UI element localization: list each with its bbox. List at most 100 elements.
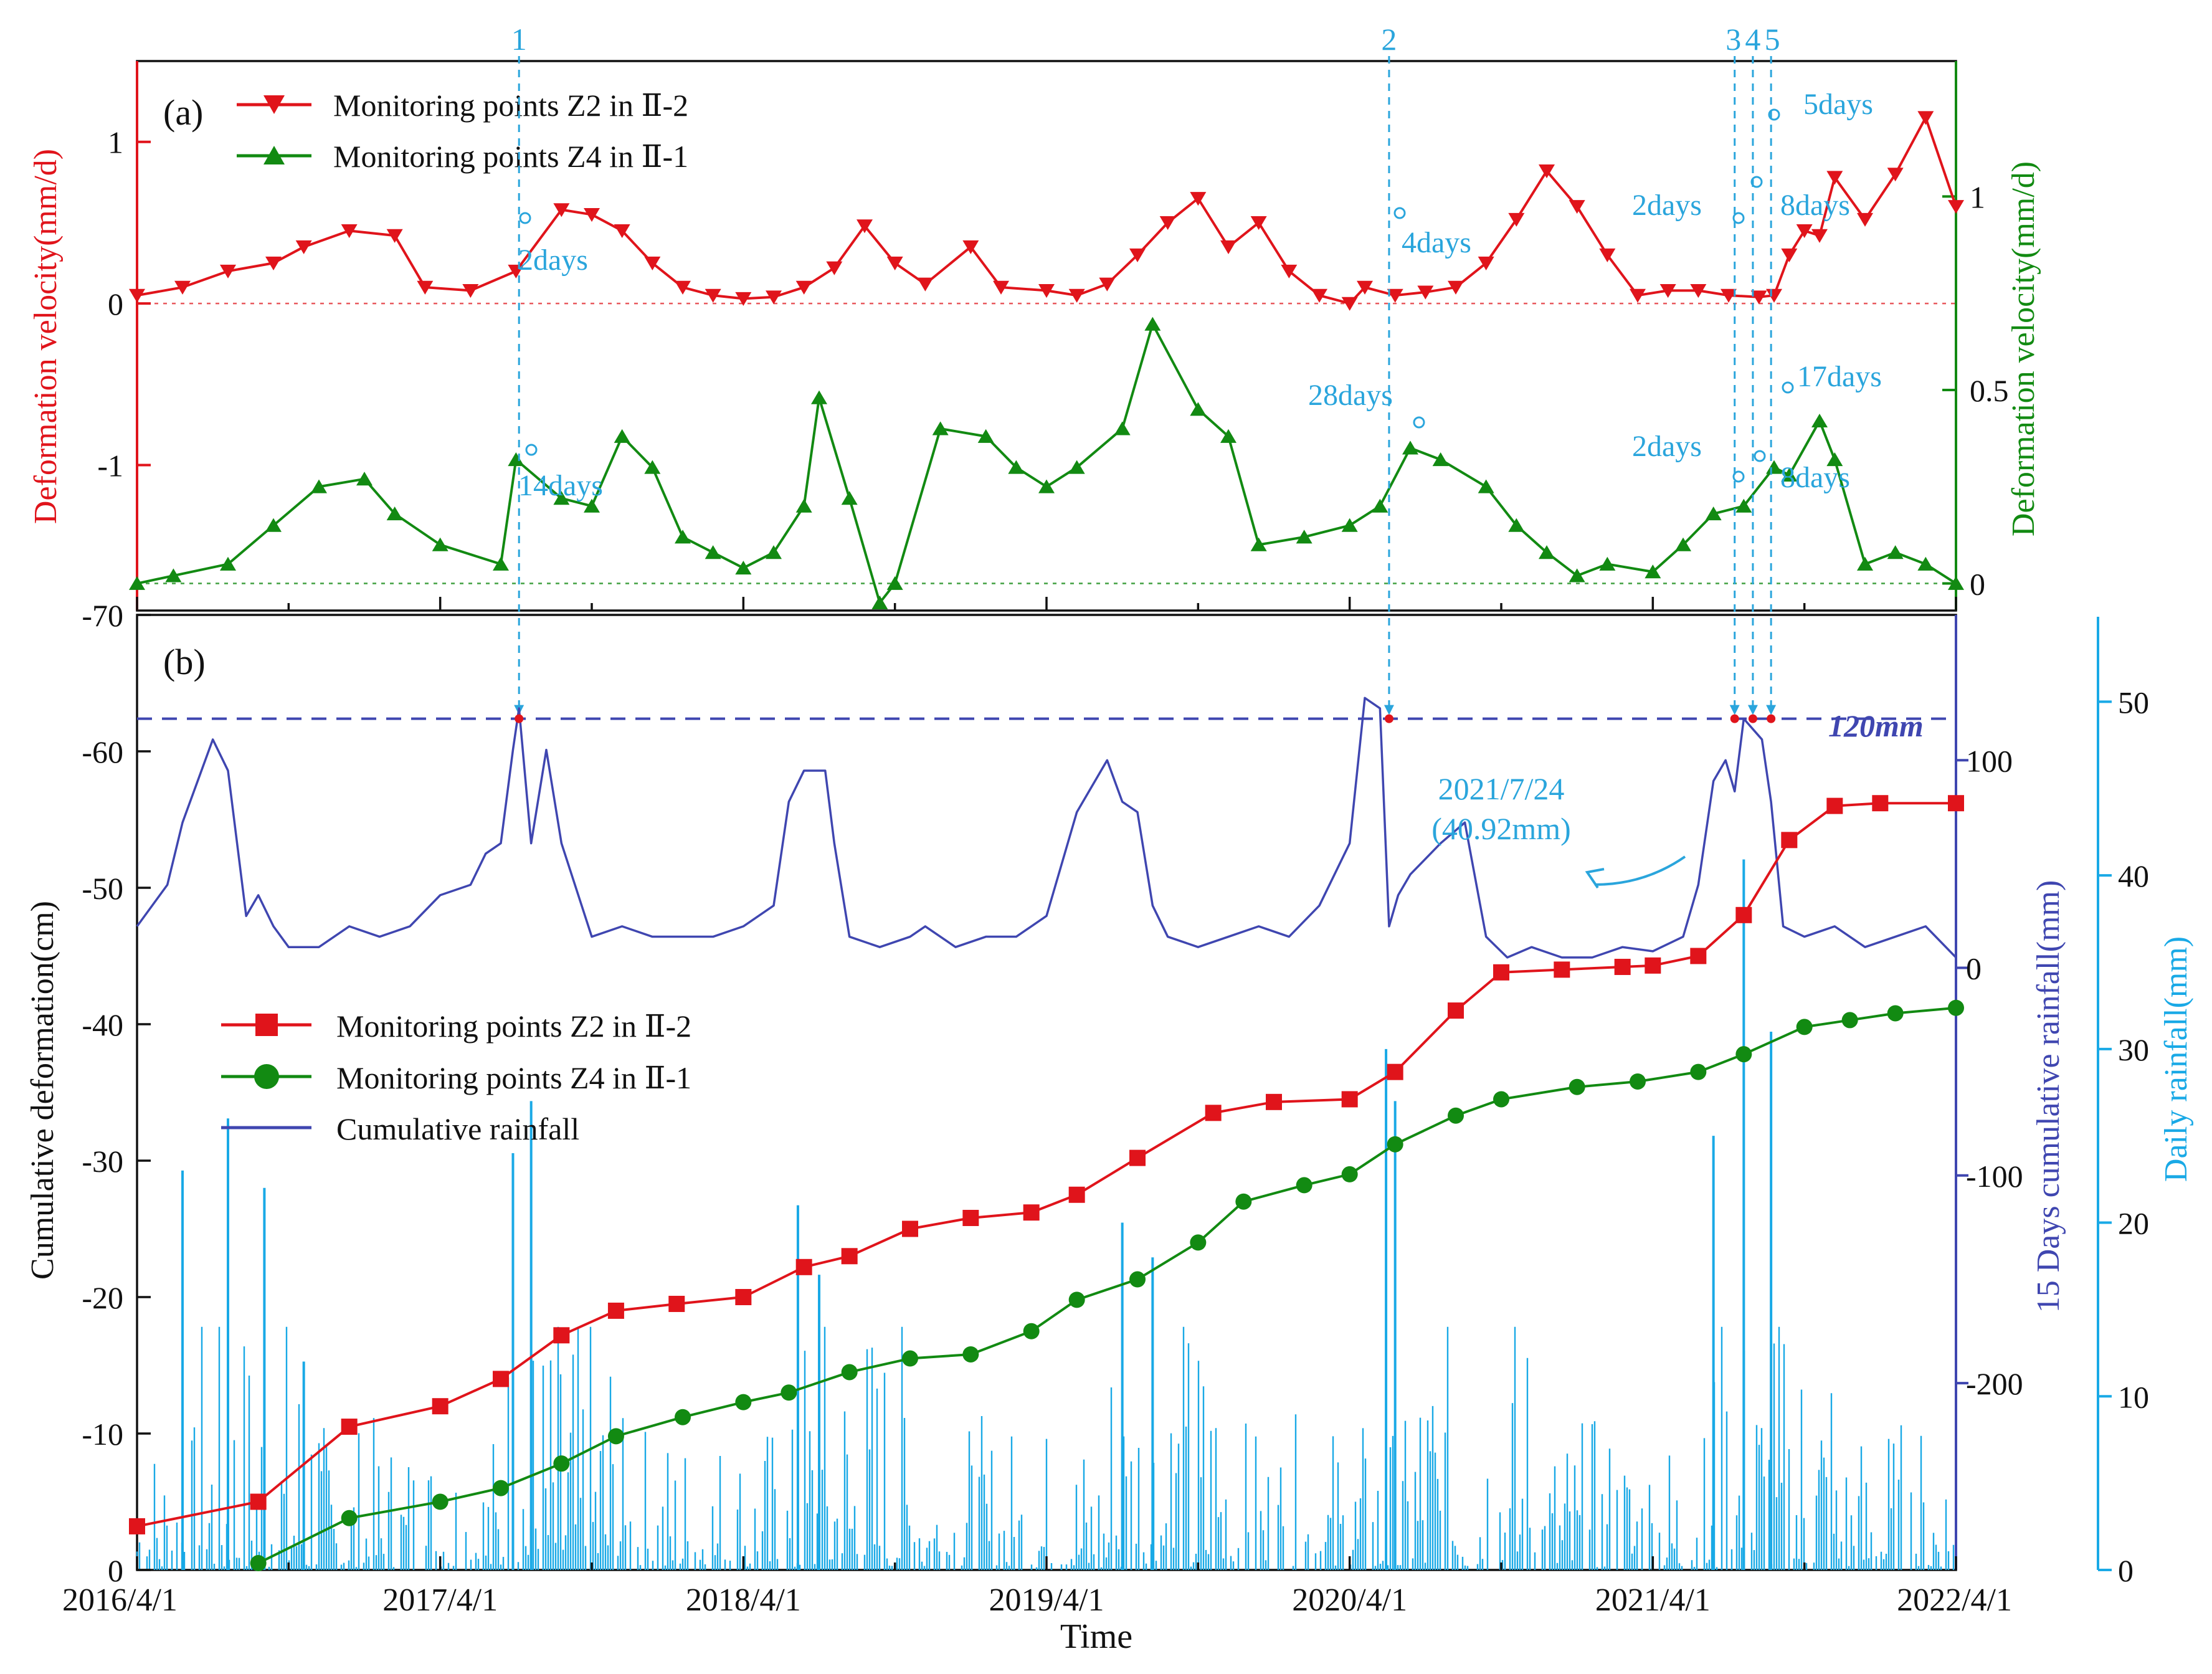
z2-velocity-point <box>735 292 752 307</box>
z2-velocity-point <box>1630 288 1646 303</box>
z2-velocity-point <box>1781 248 1798 262</box>
z2-velocity-point <box>795 280 812 295</box>
z2-deformation-point <box>1948 795 1964 812</box>
z2-velocity-point <box>614 224 630 239</box>
z4-velocity-point <box>871 595 888 609</box>
z2-deformation-point <box>735 1289 752 1305</box>
legend-a-z4-marker <box>263 146 285 164</box>
z4-velocity-point <box>977 429 994 443</box>
z2-deformation-point <box>250 1493 267 1510</box>
z4-velocity-point <box>1917 556 1934 571</box>
legend-b-rain: Cumulative rainfall <box>221 1111 579 1146</box>
z4-deformation-point <box>1690 1063 1707 1080</box>
z2-velocity-point <box>1508 212 1525 227</box>
a-left-tick-label: 1 <box>108 125 123 160</box>
z2-velocity-point <box>857 219 873 234</box>
z2-velocity-point <box>1159 216 1176 231</box>
z2-deformation-point <box>1266 1093 1282 1110</box>
z2-deformation-point <box>902 1220 918 1237</box>
z2-velocity-point <box>1826 171 1843 185</box>
z4-velocity-point <box>735 560 752 575</box>
z2-deformation-point <box>841 1248 858 1265</box>
z2-velocity-point <box>220 264 236 278</box>
z2-velocity-point <box>1357 280 1373 295</box>
z4-deformation-point <box>1796 1019 1813 1035</box>
panel-b-legend: Monitoring points Z2 in Ⅱ-2 Monitoring p… <box>221 1009 691 1146</box>
lag-label-4-z2: 8days <box>1780 189 1850 222</box>
cumulative-rainfall-series <box>136 697 1957 959</box>
z2-deformation-point <box>493 1371 509 1387</box>
z2-velocity-point <box>508 264 525 278</box>
panel-b-daily-axis-title: Daily rainfall(mm) <box>2158 936 2194 1182</box>
z2-velocity-point <box>1887 168 1904 182</box>
legend-b-z2-marker <box>255 1014 278 1036</box>
z4-velocity-point <box>1569 568 1585 583</box>
z2-velocity-point <box>1448 280 1464 295</box>
z4-velocity-point <box>1068 460 1085 474</box>
z2-velocity-point <box>462 283 479 298</box>
z4-velocity-point <box>1372 498 1388 513</box>
z4-velocity-point <box>1887 545 1904 559</box>
lag-marker-4-z4 <box>1754 450 1766 462</box>
panel-a-legend: Monitoring points Z2 in Ⅱ-2 Monitoring p… <box>237 88 688 174</box>
b-daily-tick-label: 50 <box>2118 685 2149 720</box>
legend-a-z4-label: Monitoring points Z4 in Ⅱ-1 <box>333 139 688 174</box>
z2-velocity-point <box>1311 288 1327 303</box>
z4-velocity-point <box>932 421 949 435</box>
z4-deformation-point <box>1448 1107 1464 1124</box>
threshold-crossing-dot <box>1730 714 1739 723</box>
z4-deformation-point <box>493 1480 509 1496</box>
legend-a-z2-marker <box>263 95 285 114</box>
b-rain15-tick-label: -100 <box>1966 1159 2023 1194</box>
panel-a: 10-1 10.50 (a) Monitoring points Z2 in Ⅱ… <box>28 60 2041 612</box>
z2-velocity-point <box>386 229 403 243</box>
z4-velocity-point <box>886 576 903 590</box>
lag-label-4-z4: 8days <box>1780 461 1850 494</box>
z2-velocity-point <box>1068 288 1085 303</box>
z4-velocity-point <box>795 498 812 513</box>
z4-deformation-point <box>1023 1323 1040 1339</box>
z4-velocity-point <box>614 429 630 443</box>
z4-velocity-point <box>553 491 570 505</box>
z4-deformation-line <box>257 1006 1957 1564</box>
z4-deformation-point <box>1841 1012 1858 1029</box>
z2-deformation-point <box>553 1327 570 1344</box>
z2-velocity-point <box>1417 285 1434 300</box>
z4-deformation-point <box>250 1555 267 1572</box>
z2-velocity-point <box>1599 248 1616 262</box>
panel-b-rain15-ticks: 100 0 -100 -200 <box>1956 743 2023 1401</box>
event-arrowhead <box>1729 705 1740 715</box>
z4-velocity-point <box>1478 479 1494 493</box>
event-label: 1 <box>511 22 527 57</box>
event-label: 3 <box>1725 22 1741 57</box>
panel-b-left-axis-title: Cumulative deformation(cm) <box>25 901 60 1280</box>
z2-deformation-point <box>129 1518 145 1534</box>
z4-deformation-point <box>607 1428 624 1445</box>
z4-velocity-point <box>1038 479 1055 493</box>
z4-velocity-point <box>675 530 691 544</box>
z2-velocity-point <box>1690 283 1707 298</box>
z4-velocity-point <box>386 506 403 521</box>
z4-velocity-point <box>1826 452 1843 467</box>
b-x-tick-label: 2022/4/1 <box>1897 1582 2012 1618</box>
z2-velocity-point <box>1099 277 1116 292</box>
legend-a-z2-label: Monitoring points Z2 in Ⅱ-2 <box>333 88 688 123</box>
z2-velocity-point <box>1190 192 1207 206</box>
z2-velocity-point <box>705 288 721 303</box>
z4-velocity-point <box>129 576 145 590</box>
z4-deformation-point <box>1630 1073 1646 1090</box>
z2-velocity-point <box>174 280 191 295</box>
z2-deformation-point <box>607 1302 624 1319</box>
lag-label-1-z4: 14days <box>518 469 603 502</box>
threshold-crossing-dot <box>1767 714 1776 723</box>
a-right-tick-label: 1 <box>1970 179 1985 214</box>
z4-deformation-point <box>1341 1166 1358 1182</box>
z2-velocity-point <box>1750 290 1767 305</box>
z2-velocity-point <box>553 203 570 217</box>
z4-deformation-point <box>1948 999 1964 1016</box>
z2-velocity-point <box>1281 264 1298 278</box>
z4-velocity-point <box>1675 537 1691 551</box>
z2-deformation-point <box>1614 959 1631 976</box>
z4-velocity-point <box>1857 556 1873 571</box>
panel-a-left-ticks: 1 0 -1 <box>97 125 151 483</box>
